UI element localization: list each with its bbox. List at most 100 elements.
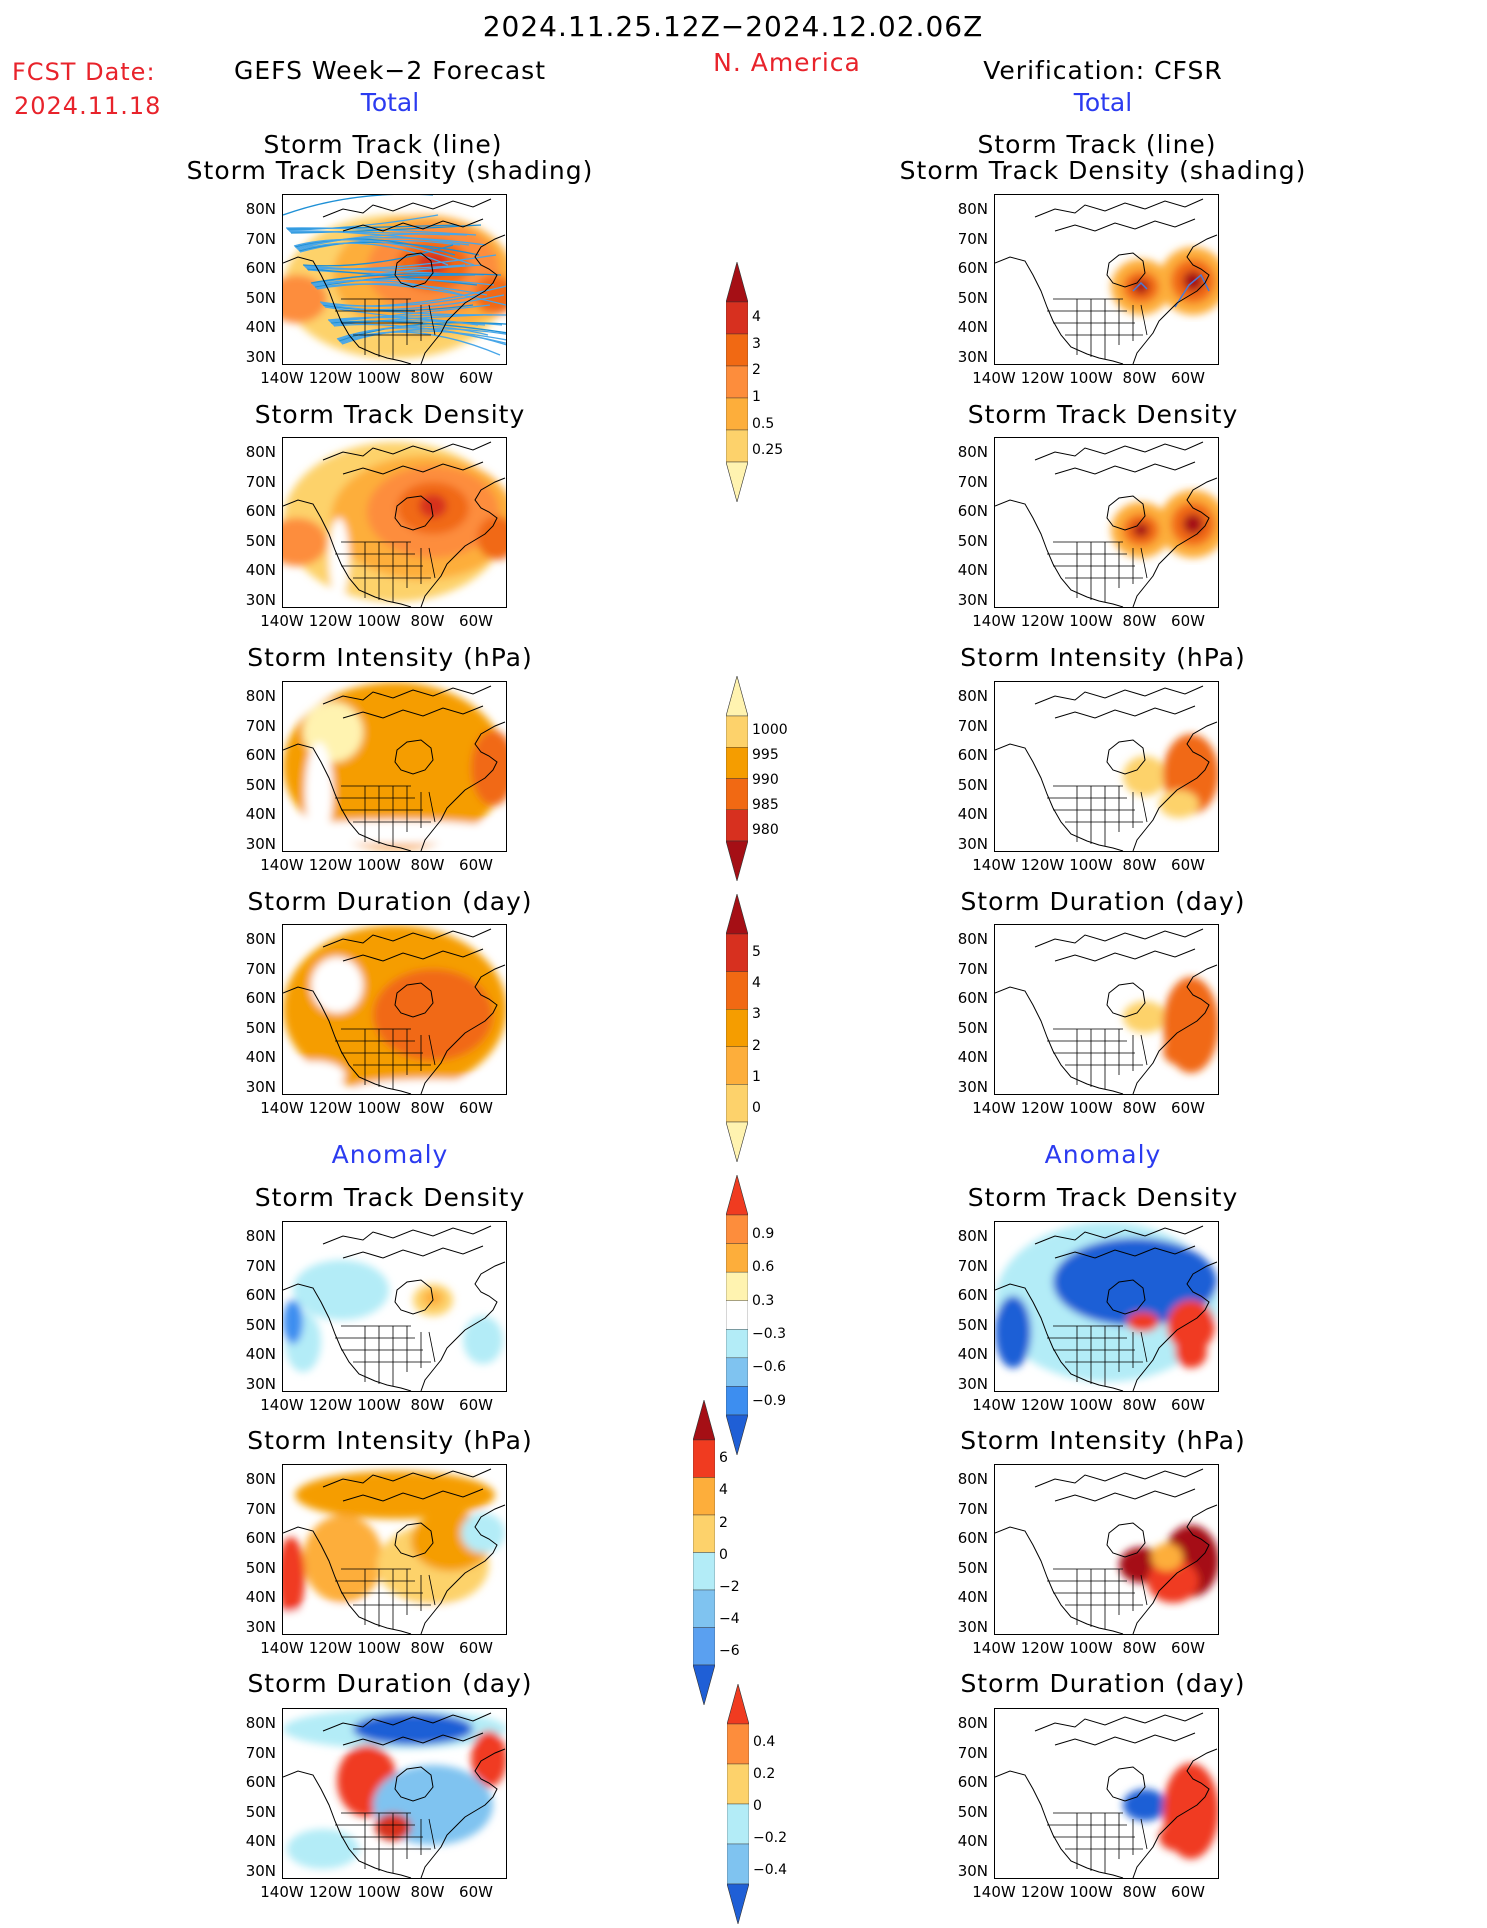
arctic-islands bbox=[322, 1468, 492, 1502]
storm-track bbox=[330, 320, 506, 334]
lon-label: 140W bbox=[260, 1883, 304, 1901]
colorbar-segment bbox=[725, 1300, 749, 1330]
state-borders bbox=[335, 1028, 436, 1089]
colorbar-label: 3 bbox=[752, 335, 761, 352]
lat-label: 60N bbox=[957, 1286, 988, 1304]
title-track-line-right: Storm Track (line) bbox=[977, 130, 1217, 159]
lon-label: 120W bbox=[308, 1099, 353, 1117]
lat-label: 60N bbox=[245, 259, 276, 277]
cfsr-map-panel-0 bbox=[994, 194, 1219, 365]
arctic-islands bbox=[1034, 928, 1204, 962]
lon-label: 60W bbox=[459, 1639, 493, 1657]
storm-track bbox=[336, 327, 506, 346]
storm-track bbox=[316, 283, 488, 296]
coastline-path bbox=[995, 721, 1218, 851]
title-density-right: Storm Track Density bbox=[967, 400, 1239, 429]
lon-label: 140W bbox=[260, 369, 304, 387]
hudson-bay-outline bbox=[1106, 495, 1146, 531]
arctic-islands bbox=[322, 685, 492, 719]
colorbar-label: 2 bbox=[752, 1037, 761, 1054]
storm-track bbox=[340, 330, 506, 344]
colorbar-label: 1000 bbox=[752, 722, 788, 738]
lat-label: 60N bbox=[957, 989, 988, 1007]
lat-label: 50N bbox=[245, 1558, 276, 1577]
lat-label: 50N bbox=[957, 775, 988, 794]
lat-label: 40N bbox=[245, 1345, 276, 1363]
colorbar-segment bbox=[725, 971, 749, 1010]
storm-track bbox=[294, 238, 456, 256]
colorbar-end-bottom bbox=[692, 1664, 716, 1707]
arctic-islands bbox=[1034, 1225, 1204, 1259]
shading-area bbox=[1147, 1559, 1199, 1603]
lon-label: 100W bbox=[1069, 1883, 1113, 1901]
coastline-path bbox=[995, 477, 1218, 607]
colorbar-segment bbox=[692, 1589, 716, 1628]
shading-layer bbox=[1119, 1525, 1218, 1603]
lat-label: 60N bbox=[245, 989, 276, 1007]
storm-track bbox=[329, 304, 491, 323]
colorbar-label: −0.2 bbox=[753, 1830, 787, 1847]
lat-label: 30N bbox=[957, 590, 988, 609]
lon-label: 60W bbox=[459, 1099, 493, 1117]
lon-label: 80W bbox=[1122, 1639, 1157, 1657]
lon-label: 60W bbox=[1171, 369, 1205, 387]
colorbar-segment bbox=[725, 333, 749, 367]
lat-label: 60N bbox=[957, 1529, 988, 1547]
lon-label: 80W bbox=[410, 369, 445, 387]
lon-label: 60W bbox=[1171, 856, 1205, 874]
hudson-bay-outline bbox=[394, 982, 434, 1018]
lon-label: 100W bbox=[357, 856, 401, 874]
title-duration-right: Storm Duration (day) bbox=[960, 887, 1246, 916]
lat-label: 70N bbox=[957, 959, 988, 978]
lat-label: 80N bbox=[245, 687, 276, 705]
lon-label: 80W bbox=[1122, 369, 1157, 387]
storm-track bbox=[314, 274, 476, 288]
shading-area bbox=[311, 957, 363, 1013]
lon-label: 80W bbox=[1122, 1883, 1157, 1901]
colorbar-segment bbox=[725, 778, 749, 810]
lon-label: 140W bbox=[260, 1099, 304, 1117]
lon-label: 120W bbox=[1020, 612, 1065, 630]
colorbar-label: 4 bbox=[752, 975, 761, 992]
storm-track bbox=[283, 195, 433, 216]
colorbar-segment bbox=[726, 1803, 750, 1845]
colorbar-label: 0 bbox=[752, 1100, 761, 1117]
lat-label: 70N bbox=[245, 229, 276, 248]
shading-area bbox=[287, 1829, 359, 1869]
lon-label: 80W bbox=[410, 612, 445, 630]
shading-area bbox=[475, 275, 506, 315]
lon-label: 60W bbox=[459, 1883, 493, 1901]
shading-area bbox=[295, 1471, 495, 1519]
lat-label: 60N bbox=[957, 259, 988, 277]
hudson-bay-outline bbox=[394, 495, 434, 531]
colorbar-label: −0.4 bbox=[753, 1862, 787, 1879]
colorbar-segment bbox=[692, 1514, 716, 1553]
lat-label: 40N bbox=[245, 1832, 276, 1850]
storm-track bbox=[297, 242, 449, 266]
shading-area bbox=[995, 1296, 1031, 1368]
lon-label: 60W bbox=[459, 856, 493, 874]
title-track-shading-left: Storm Track Density (shading) bbox=[186, 156, 594, 185]
coastline bbox=[283, 198, 506, 364]
lat-label: 50N bbox=[957, 288, 988, 307]
arctic-islands bbox=[322, 1712, 492, 1746]
lat-label: 80N bbox=[957, 443, 988, 461]
shading-area bbox=[283, 518, 327, 566]
state-borders bbox=[1047, 298, 1148, 359]
lon-label: 100W bbox=[1069, 1396, 1113, 1414]
colorbar-segment bbox=[725, 1386, 749, 1416]
coastline bbox=[995, 1712, 1218, 1878]
lon-label: 140W bbox=[260, 856, 304, 874]
colorbar-label: 1 bbox=[752, 389, 761, 405]
coastline-path bbox=[283, 964, 506, 1094]
lat-label: 70N bbox=[245, 1499, 276, 1518]
date-range-title: 2024.11.25.12Z−2024.12.02.06Z bbox=[482, 10, 984, 43]
coastline bbox=[995, 685, 1218, 851]
lat-label: 80N bbox=[245, 443, 276, 461]
lon-label: 100W bbox=[357, 1396, 401, 1414]
colorbar-label: 995 bbox=[752, 747, 779, 763]
storm-track bbox=[341, 328, 506, 345]
gefs-map-panel-0 bbox=[282, 194, 507, 365]
coastline-path bbox=[283, 1504, 506, 1634]
lat-label: 40N bbox=[245, 805, 276, 823]
